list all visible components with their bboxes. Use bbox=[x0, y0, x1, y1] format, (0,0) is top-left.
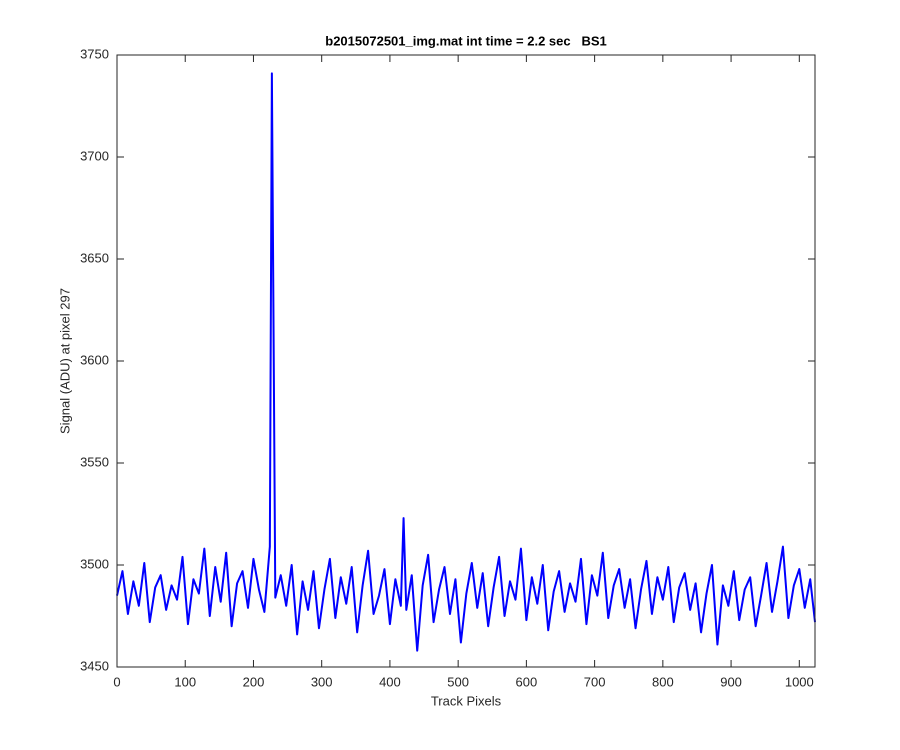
y-axis-label: Signal (ADU) at pixel 297 bbox=[57, 288, 72, 434]
y-tick-label: 3650 bbox=[80, 250, 109, 265]
y-tick-label: 3600 bbox=[80, 352, 109, 367]
x-tick-label: 400 bbox=[379, 674, 401, 689]
x-tick-label: 0 bbox=[113, 674, 120, 689]
x-tick-label: 800 bbox=[652, 674, 674, 689]
y-tick-label: 3450 bbox=[80, 658, 109, 673]
x-tick-label: 500 bbox=[447, 674, 469, 689]
x-tick-label: 100 bbox=[174, 674, 196, 689]
x-tick-label: 700 bbox=[584, 674, 606, 689]
y-tick-label: 3700 bbox=[80, 148, 109, 163]
x-tick-label: 200 bbox=[243, 674, 265, 689]
x-tick-label: 900 bbox=[720, 674, 742, 689]
chart-title: b2015072501_img.mat int time = 2.2 sec B… bbox=[325, 33, 606, 48]
y-tick-label: 3750 bbox=[80, 46, 109, 61]
y-tick-label: 3550 bbox=[80, 454, 109, 469]
x-tick-label: 1000 bbox=[785, 674, 814, 689]
y-tick-label: 3500 bbox=[80, 556, 109, 571]
x-tick-label: 300 bbox=[311, 674, 333, 689]
x-tick-label: 600 bbox=[516, 674, 538, 689]
axes-box bbox=[116, 54, 816, 668]
x-axis-label: Track Pixels bbox=[431, 693, 502, 708]
data-line bbox=[116, 72, 816, 652]
